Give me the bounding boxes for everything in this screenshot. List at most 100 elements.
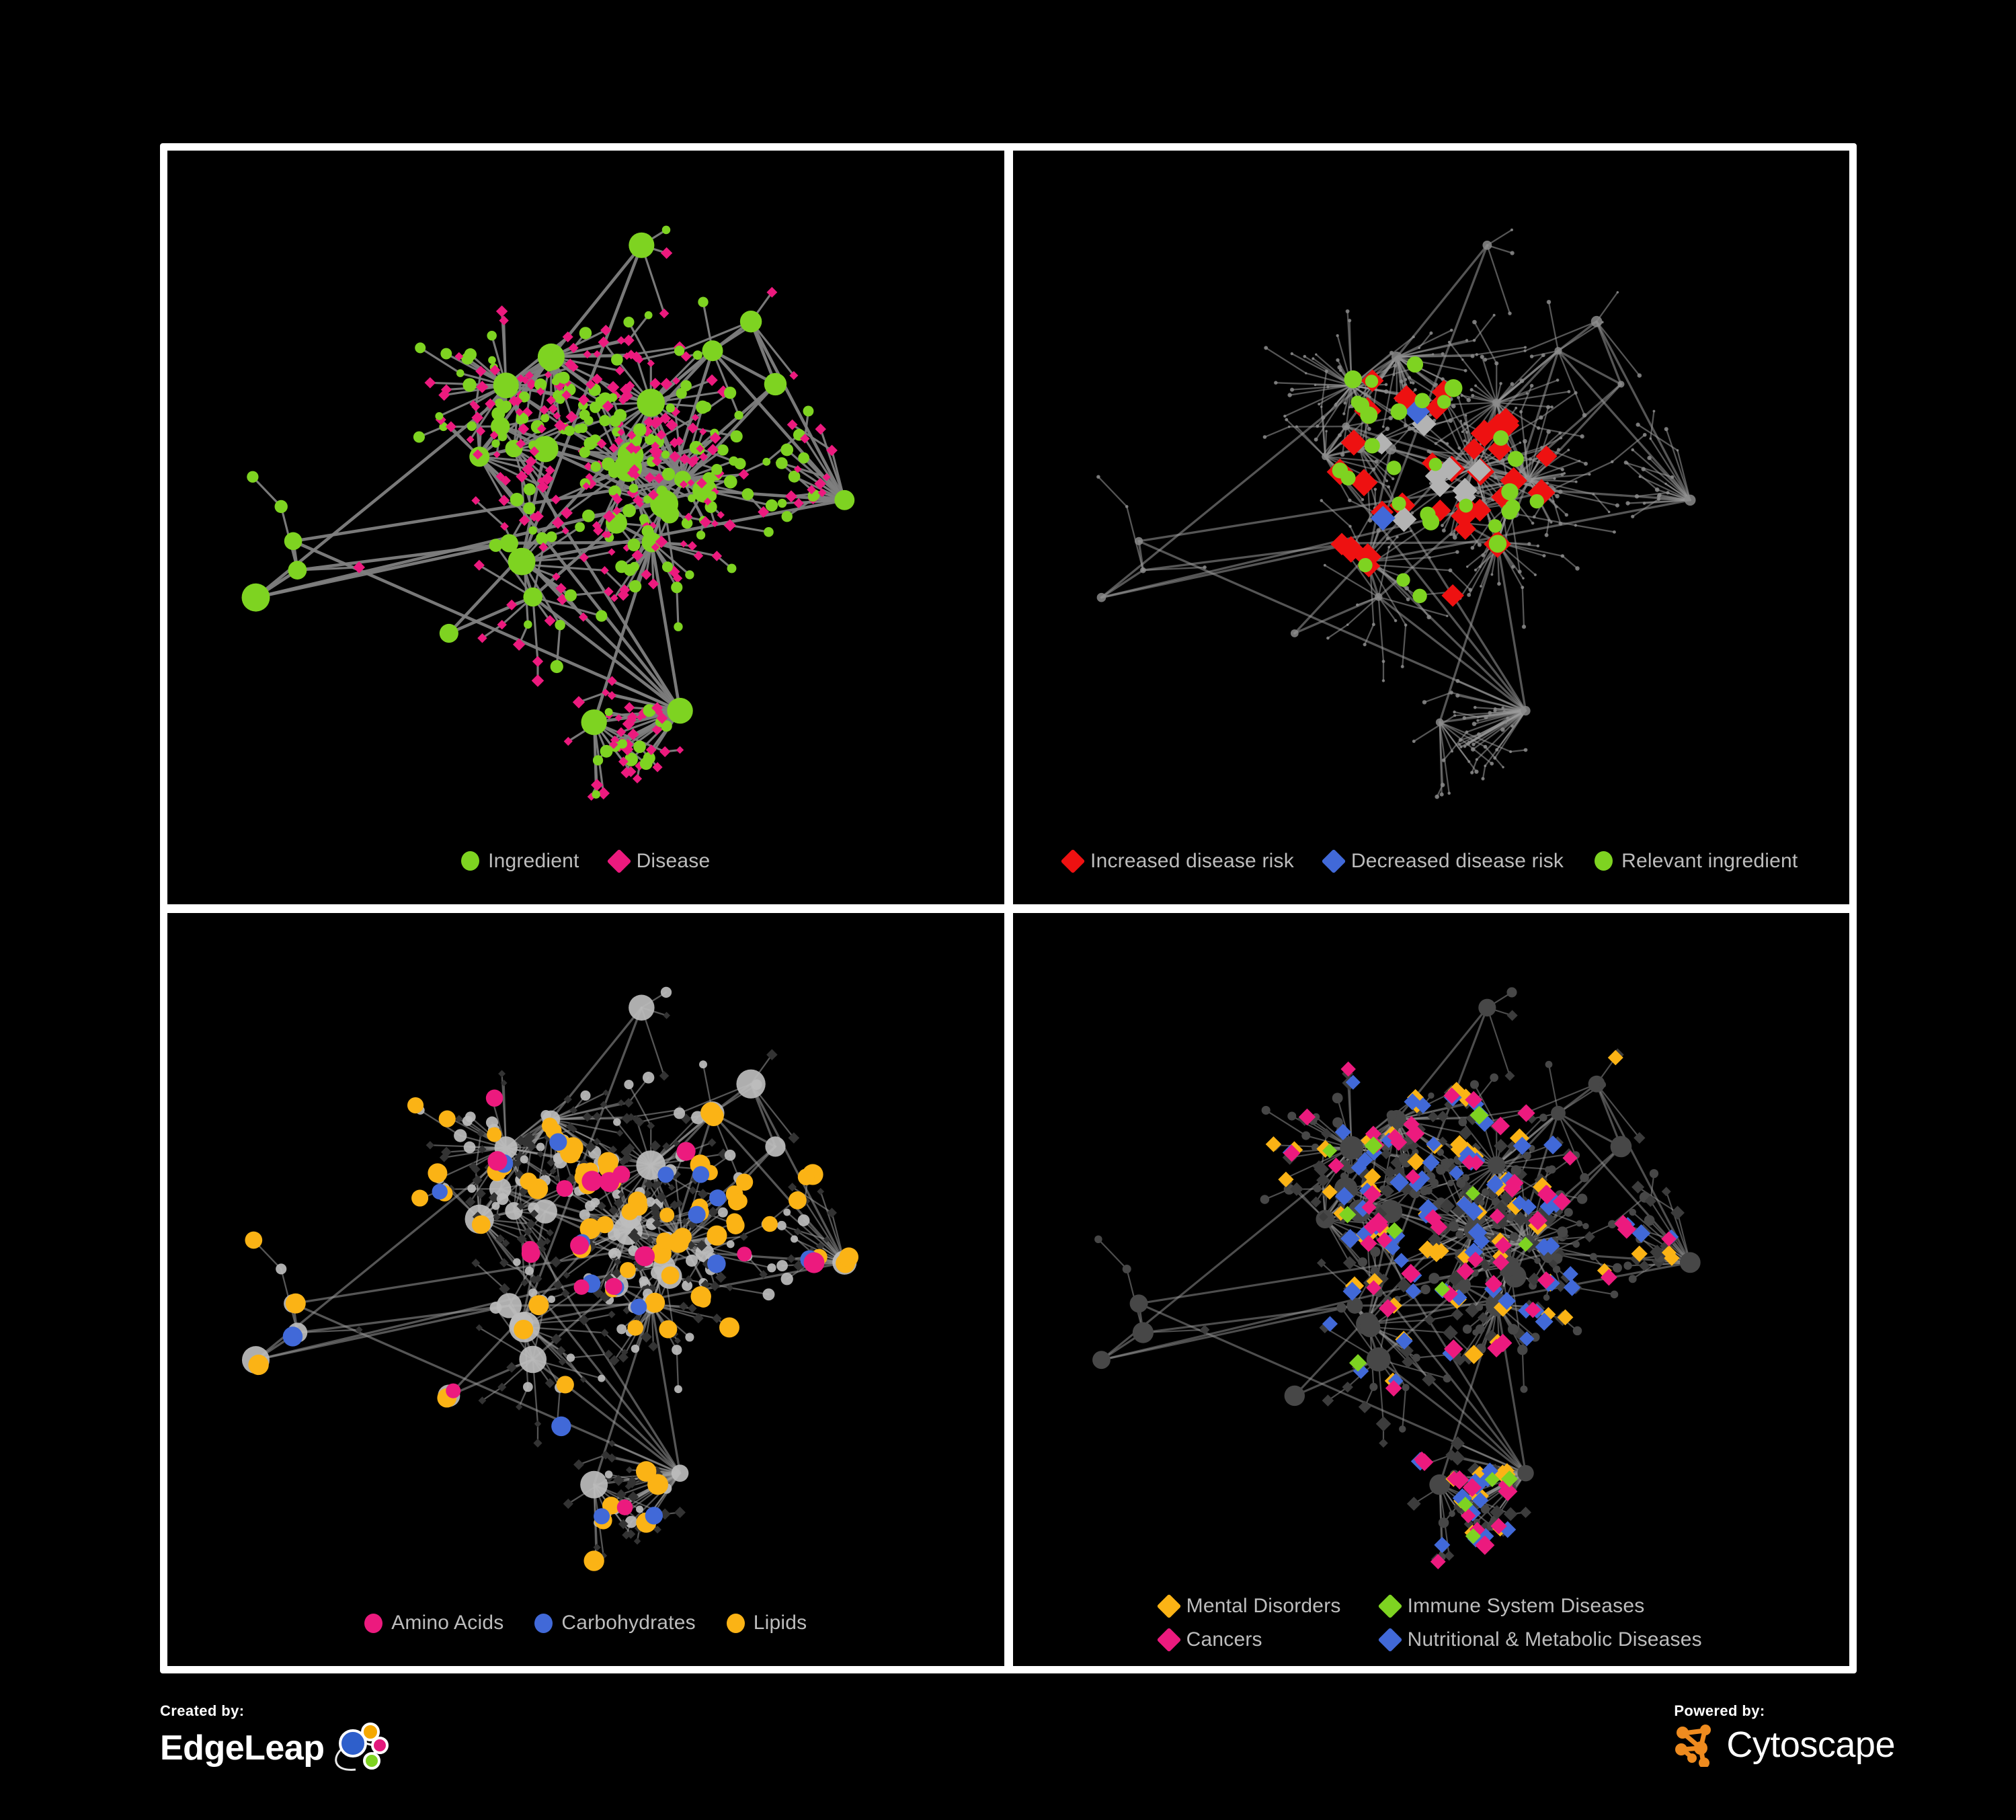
node-disease[interactable] [608, 1355, 620, 1366]
node-disease[interactable] [715, 1271, 727, 1283]
node-ingredient[interactable] [539, 346, 553, 360]
node-highlight[interactable] [1661, 1244, 1677, 1260]
node-disease[interactable] [518, 423, 530, 435]
node-ingredient[interactable] [776, 1220, 787, 1230]
node-background[interactable] [1556, 379, 1559, 382]
node-highlight[interactable] [1500, 1171, 1517, 1187]
node-highlight[interactable] [1492, 430, 1508, 446]
node-ingredient[interactable] [661, 225, 671, 235]
node-background[interactable] [1476, 719, 1479, 722]
node-ingredient[interactable] [491, 417, 510, 436]
node-highlight[interactable] [407, 1097, 424, 1113]
node-background[interactable] [1555, 505, 1558, 508]
node-highlight[interactable] [1631, 1245, 1648, 1262]
node-ingredient[interactable] [788, 471, 801, 483]
node-highlight[interactable] [707, 1225, 727, 1246]
node-background[interactable] [1528, 457, 1532, 461]
node-highlight[interactable] [1462, 1477, 1482, 1497]
node-background[interactable] [1470, 393, 1474, 397]
node-highlight[interactable] [656, 1232, 673, 1249]
node-disease[interactable] [518, 514, 530, 526]
node-highlight[interactable] [583, 1550, 604, 1571]
node-highlight[interactable] [1509, 1127, 1529, 1148]
network-canvas-2[interactable] [1013, 151, 1850, 818]
node-background[interactable] [1345, 309, 1350, 313]
node-disease[interactable] [619, 383, 633, 396]
node-background[interactable] [1471, 319, 1477, 325]
node-disease[interactable] [1449, 1450, 1465, 1466]
node-background[interactable] [1517, 569, 1522, 574]
node-background[interactable] [1500, 706, 1504, 710]
node-disease[interactable] [607, 690, 616, 701]
node-disease[interactable] [558, 1357, 567, 1366]
node-background[interactable] [1523, 349, 1527, 352]
node-background[interactable] [1480, 553, 1485, 557]
node-background[interactable] [1533, 573, 1537, 577]
node-background[interactable] [1363, 642, 1367, 647]
node-highlight[interactable] [1541, 1236, 1560, 1255]
node-highlight[interactable] [1486, 1175, 1504, 1193]
node-disease[interactable] [593, 1543, 601, 1551]
node-ingredient[interactable] [762, 1288, 775, 1300]
node-ingredient[interactable] [780, 443, 794, 457]
node-background[interactable] [1439, 792, 1444, 797]
node-background[interactable] [1558, 489, 1563, 494]
node-background[interactable] [1607, 510, 1611, 514]
node-ingredient[interactable] [797, 1214, 810, 1226]
node-disease[interactable] [1312, 1160, 1325, 1173]
node-background[interactable] [1467, 588, 1472, 592]
node-highlight[interactable] [1332, 462, 1348, 479]
node-disease[interactable] [498, 494, 510, 506]
node-ingredient[interactable] [514, 554, 535, 575]
node-background[interactable] [1447, 340, 1451, 344]
node-ingredient[interactable] [637, 389, 666, 417]
node-background[interactable] [1326, 385, 1329, 389]
node-background[interactable] [1320, 405, 1322, 408]
node-ingredient[interactable] [1478, 998, 1496, 1017]
node-background[interactable] [1289, 387, 1294, 392]
node-highlight[interactable] [803, 1252, 825, 1273]
node-disease[interactable] [536, 1237, 547, 1249]
node-background[interactable] [1448, 568, 1452, 573]
node-ingredient[interactable] [598, 1374, 606, 1382]
node-background[interactable] [1551, 500, 1555, 503]
node-disease[interactable] [564, 358, 576, 370]
network-svg-1[interactable] [167, 151, 1004, 818]
node-ingredient[interactable] [734, 410, 743, 420]
node-ingredient[interactable] [536, 532, 549, 545]
network-canvas-3[interactable] [167, 913, 1004, 1581]
node-background[interactable] [1646, 455, 1652, 461]
node-ingredient[interactable] [633, 423, 647, 437]
node-disease[interactable] [1644, 1195, 1656, 1207]
node-highlight[interactable] [1391, 506, 1416, 532]
node-ingredient[interactable] [650, 1265, 664, 1279]
node-background[interactable] [1463, 744, 1466, 748]
node-disease[interactable] [649, 1140, 661, 1152]
node-background[interactable] [1507, 311, 1512, 315]
node-background[interactable] [1302, 354, 1306, 358]
node-highlight[interactable] [1418, 1240, 1437, 1259]
node-ingredient[interactable] [1369, 1246, 1380, 1257]
node-highlight[interactable] [627, 1319, 644, 1336]
node-highlight[interactable] [1334, 1123, 1351, 1140]
node-highlight[interactable] [1365, 1279, 1381, 1296]
node-background[interactable] [1630, 514, 1634, 518]
node-ingredient[interactable] [666, 403, 675, 413]
node-background[interactable] [1441, 528, 1446, 533]
node-background[interactable] [1547, 518, 1550, 522]
node-highlight[interactable] [1502, 1179, 1521, 1197]
node-ingredient[interactable] [780, 1272, 793, 1285]
node-disease[interactable] [526, 379, 537, 389]
node-background[interactable] [1640, 467, 1646, 471]
node-ingredient[interactable] [674, 1384, 682, 1393]
node-ingredient[interactable] [608, 487, 617, 496]
node-background[interactable] [1412, 740, 1416, 744]
node-background[interactable] [1456, 395, 1460, 399]
node-highlight[interactable] [1396, 573, 1410, 587]
node-disease[interactable] [476, 426, 486, 436]
node-disease[interactable] [1309, 1196, 1322, 1208]
node-highlight[interactable] [432, 1183, 448, 1199]
node-ingredient[interactable] [528, 1201, 540, 1214]
node-ingredient[interactable] [1589, 1253, 1597, 1260]
node-disease[interactable] [540, 472, 554, 485]
